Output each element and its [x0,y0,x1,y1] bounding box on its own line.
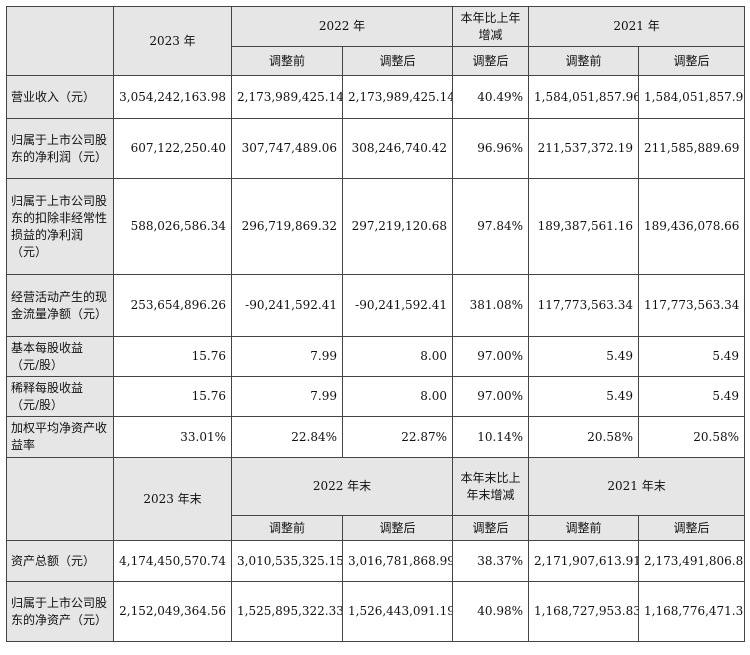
subheader-2021-before: 调整前 [528,46,640,76]
cell-2021-before: 1,168,727,953.83 [528,581,640,642]
cell-change: 381.08% [452,274,530,337]
cell-change: 97.00% [452,376,530,417]
table-row: 营业收入（元） 3,054,242,163.98 2,173,989,425.1… [6,75,746,119]
col-header-2022-end: 2022 年末 [230,457,454,516]
cell-2021-before: 5.49 [528,376,640,417]
cell-2021-after: 189,436,078.66 [638,178,746,275]
financial-summary-table: 2023 年 2022 年 本年比上年增减 2021 年 调整前 调整后 调整后… [6,6,746,642]
cell-change: 38.37% [452,540,530,582]
cell-2022-after: 22.87% [341,416,454,458]
row-label: 基本每股收益（元/股） [6,336,114,377]
cell-2022-before: 7.99 [231,376,343,417]
subheader-2021-after: 调整后 [638,515,746,541]
cell-2021-before: 1,584,051,857.96 [528,75,640,119]
row-label: 归属于上市公司股东的扣除非经常性损益的净利润（元） [6,178,114,275]
cell-2021-after: 5.49 [638,336,746,377]
cell-2022-before: 22.84% [231,416,343,458]
table-row: 归属于上市公司股东的净利润（元） 607,122,250.40 307,747,… [6,118,746,179]
subheader-2022-before: 调整前 [231,515,343,541]
subheader-2022-before: 调整前 [231,46,343,76]
cell-2021-before: 211,537,372.19 [528,118,640,179]
table-row: 基本每股收益（元/股） 15.76 7.99 8.00 97.00% 5.49 … [6,336,746,377]
cell-change: 97.00% [452,336,530,377]
cell-2021-after: 1,584,051,857.96 [638,75,746,119]
cell-2021-before: 2,171,907,613.91 [528,540,640,582]
cell-2023: 15.76 [113,336,232,377]
table-row: 资产总额（元） 4,174,450,570.74 3,010,535,325.1… [6,540,746,582]
row-label: 归属于上市公司股东的净资产（元） [6,581,114,642]
col-header-2023: 2023 年 [113,6,232,76]
col-header-2022: 2022 年 [230,6,454,47]
cell-2022-before: 296,719,869.32 [231,178,343,275]
subheader-2022-after: 调整后 [341,515,454,541]
cell-2021-after: 1,168,776,471.33 [638,581,746,642]
cell-2021-before: 20.58% [528,416,640,458]
cell-2022-before: 307,747,489.06 [231,118,343,179]
cell-2023: 33.01% [113,416,232,458]
col-header-2021: 2021 年 [528,6,746,47]
row-label: 归属于上市公司股东的净利润（元） [6,118,114,179]
cell-2023: 4,174,450,570.74 [113,540,232,582]
col-header-2023-end: 2023 年末 [113,457,232,541]
cell-2022-after: 308,246,740.42 [341,118,454,179]
cell-2021-after: 211,585,889.69 [638,118,746,179]
subheader-change-after: 调整后 [452,515,530,541]
cell-2023: 15.76 [113,376,232,417]
cell-2022-before: 3,010,535,325.15 [231,540,343,582]
cell-2023: 2,152,049,364.56 [113,581,232,642]
col-header-change-end: 本年末比上年末增减 [452,457,530,516]
subheader-change-after: 调整后 [452,46,530,76]
cell-2021-after: 5.49 [638,376,746,417]
corner-cell [6,457,114,541]
row-label: 资产总额（元） [6,540,114,582]
cell-2022-before: 2,173,989,425.14 [231,75,343,119]
cell-2022-before: 7.99 [231,336,343,377]
table-row: 稀释每股收益（元/股） 15.76 7.99 8.00 97.00% 5.49 … [6,376,746,417]
col-header-2021-end: 2021 年末 [528,457,746,516]
header-row-1-sub: 调整前 调整后 调整后 调整前 调整后 [7,46,746,76]
table-row: 加权平均净资产收益率 33.01% 22.84% 22.87% 10.14% 2… [6,416,746,458]
cell-change: 40.49% [452,75,530,119]
cell-2022-before: 1,525,895,322.33 [231,581,343,642]
cell-2022-after: 1,526,443,091.19 [341,581,454,642]
cell-2022-after: 3,016,781,868.99 [341,540,454,582]
cell-2023: 607,122,250.40 [113,118,232,179]
cell-2021-after: 117,773,563.34 [638,274,746,337]
header-row-2-sub: 调整前 调整后 调整后 调整前 调整后 [7,515,746,541]
table-row: 归属于上市公司股东的净资产（元） 2,152,049,364.56 1,525,… [6,581,746,642]
cell-2021-before: 189,387,561.16 [528,178,640,275]
cell-2023: 3,054,242,163.98 [113,75,232,119]
header-row-1: 2023 年 2022 年 本年比上年增减 2021 年 [6,6,746,76]
header-row-2: 2023 年末 2022 年末 本年末比上年末增减 2021 年末 [6,457,746,541]
cell-2021-before: 5.49 [528,336,640,377]
subheader-2021-before: 调整前 [528,515,640,541]
cell-2023: 253,654,896.26 [113,274,232,337]
subheader-2022-after: 调整后 [341,46,454,76]
cell-change: 10.14% [452,416,530,458]
cell-2023: 588,026,586.34 [113,178,232,275]
cell-2022-after: -90,241,592.41 [341,274,454,337]
cell-2022-before: -90,241,592.41 [231,274,343,337]
cell-change: 97.84% [452,178,530,275]
table-row: 归属于上市公司股东的扣除非经常性损益的净利润（元） 588,026,586.34… [6,178,746,275]
subheader-2021-after: 调整后 [638,46,746,76]
cell-2022-after: 2,173,989,425.14 [341,75,454,119]
cell-2021-before: 117,773,563.34 [528,274,640,337]
row-label: 营业收入（元） [6,75,114,119]
cell-2022-after: 297,219,120.68 [341,178,454,275]
cell-change: 96.96% [452,118,530,179]
table-row: 经营活动产生的现金流量净额（元） 253,654,896.26 -90,241,… [6,274,746,337]
cell-2022-after: 8.00 [341,336,454,377]
row-label: 稀释每股收益（元/股） [6,376,114,417]
col-header-change: 本年比上年增减 [452,6,530,47]
cell-2021-after: 2,173,491,806.82 [638,540,746,582]
row-label: 经营活动产生的现金流量净额（元） [6,274,114,337]
cell-2022-after: 8.00 [341,376,454,417]
row-label: 加权平均净资产收益率 [6,416,114,458]
corner-cell [6,6,114,76]
cell-change: 40.98% [452,581,530,642]
cell-2021-after: 20.58% [638,416,746,458]
